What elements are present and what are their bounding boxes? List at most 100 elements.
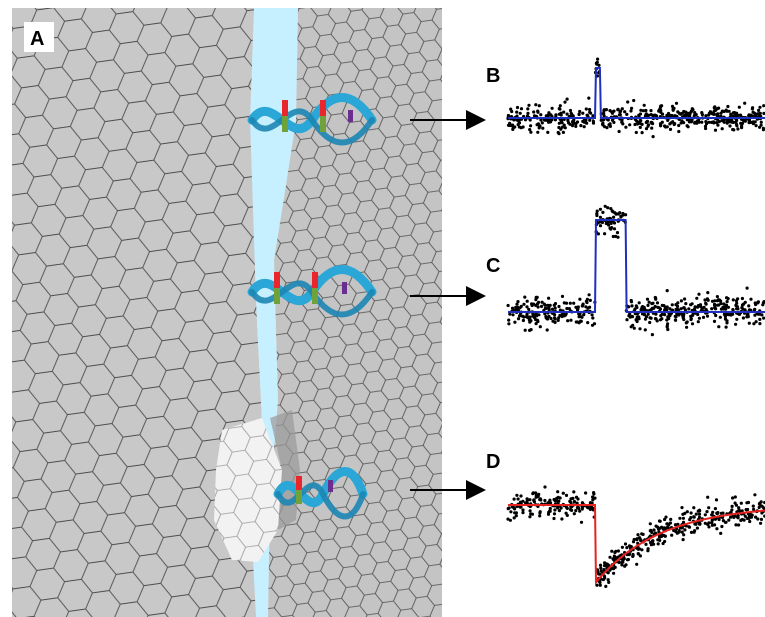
data-point <box>634 130 638 135</box>
data-point <box>598 224 603 228</box>
data-point <box>759 517 764 522</box>
data-point <box>711 510 715 514</box>
data-point <box>734 303 738 307</box>
data-point <box>682 306 686 310</box>
dna-helix-icon <box>273 467 368 520</box>
data-point <box>700 113 705 117</box>
data-point <box>715 303 720 307</box>
data-point <box>635 538 639 542</box>
data-point <box>761 303 765 307</box>
data-point <box>558 313 562 318</box>
data-point <box>607 580 611 585</box>
data-point <box>605 126 609 130</box>
data-point <box>574 124 578 128</box>
data-point <box>600 220 605 225</box>
data-point <box>673 318 678 322</box>
data-point <box>719 111 723 115</box>
data-point <box>624 213 628 217</box>
data-point <box>616 549 621 553</box>
data-point <box>703 521 707 525</box>
data-point <box>540 121 544 125</box>
data-point <box>568 122 572 126</box>
data-point <box>712 302 717 306</box>
data-point <box>629 300 634 304</box>
data-point <box>710 307 714 311</box>
data-point <box>565 112 569 116</box>
data-point <box>659 104 663 108</box>
data-point <box>727 518 731 522</box>
data-point <box>679 299 684 303</box>
data-point <box>516 317 521 321</box>
data-point <box>673 122 677 126</box>
data-point <box>541 126 545 130</box>
data-point <box>534 103 538 107</box>
data-point <box>698 522 702 526</box>
data-point <box>646 303 650 307</box>
data-point <box>542 302 546 306</box>
data-point <box>641 109 646 113</box>
data-point <box>543 485 547 489</box>
data-point <box>754 515 758 519</box>
panel-label-a-text: A <box>30 28 44 50</box>
data-point <box>598 215 603 219</box>
data-point <box>562 110 566 114</box>
data-point <box>610 549 614 553</box>
data-point <box>521 318 526 323</box>
data-point <box>706 495 710 499</box>
data-point <box>635 312 639 316</box>
data-point <box>681 538 685 542</box>
data-point <box>754 320 758 324</box>
data-point <box>704 308 708 312</box>
data-point <box>517 314 522 318</box>
data-point <box>643 317 648 321</box>
data-point <box>659 314 663 318</box>
data-point <box>714 498 719 502</box>
data-point <box>642 103 646 107</box>
data-point <box>665 113 669 117</box>
data-point <box>523 295 527 299</box>
data-point <box>716 112 720 116</box>
data-point <box>745 286 749 290</box>
data-point <box>516 123 520 127</box>
data-point <box>618 110 622 114</box>
data-point <box>519 126 523 130</box>
sheet-left <box>12 8 262 617</box>
data-point <box>516 497 520 501</box>
data-point <box>644 108 648 113</box>
data-point <box>527 307 531 311</box>
data-point <box>753 493 757 497</box>
data-point <box>584 107 588 111</box>
data-point <box>717 325 721 329</box>
data-point <box>724 325 728 329</box>
data-point <box>612 567 616 571</box>
data-point <box>562 123 566 127</box>
data-point <box>717 106 721 110</box>
data-point <box>534 491 538 495</box>
data-point <box>558 104 562 108</box>
data-point <box>620 563 624 567</box>
data-point <box>599 569 603 573</box>
dna-helix-icon <box>247 265 377 318</box>
data-point <box>653 317 658 321</box>
data-point <box>685 325 689 329</box>
data-point <box>507 322 511 326</box>
data-point <box>624 125 628 129</box>
data-point <box>518 111 522 115</box>
data-point <box>646 312 650 316</box>
data-point <box>508 518 512 522</box>
data-point <box>725 119 730 123</box>
data-point <box>588 110 592 114</box>
data-point <box>760 504 764 508</box>
data-point <box>706 291 710 295</box>
data-point <box>632 326 636 330</box>
data-point <box>738 113 743 117</box>
data-point <box>635 122 640 126</box>
data-point <box>720 127 724 131</box>
data-point <box>547 296 551 300</box>
data-point <box>675 531 679 535</box>
data-point <box>538 511 542 515</box>
data-point <box>754 302 758 307</box>
data-point <box>705 510 709 514</box>
data-point <box>628 315 632 319</box>
data-point <box>651 301 655 305</box>
